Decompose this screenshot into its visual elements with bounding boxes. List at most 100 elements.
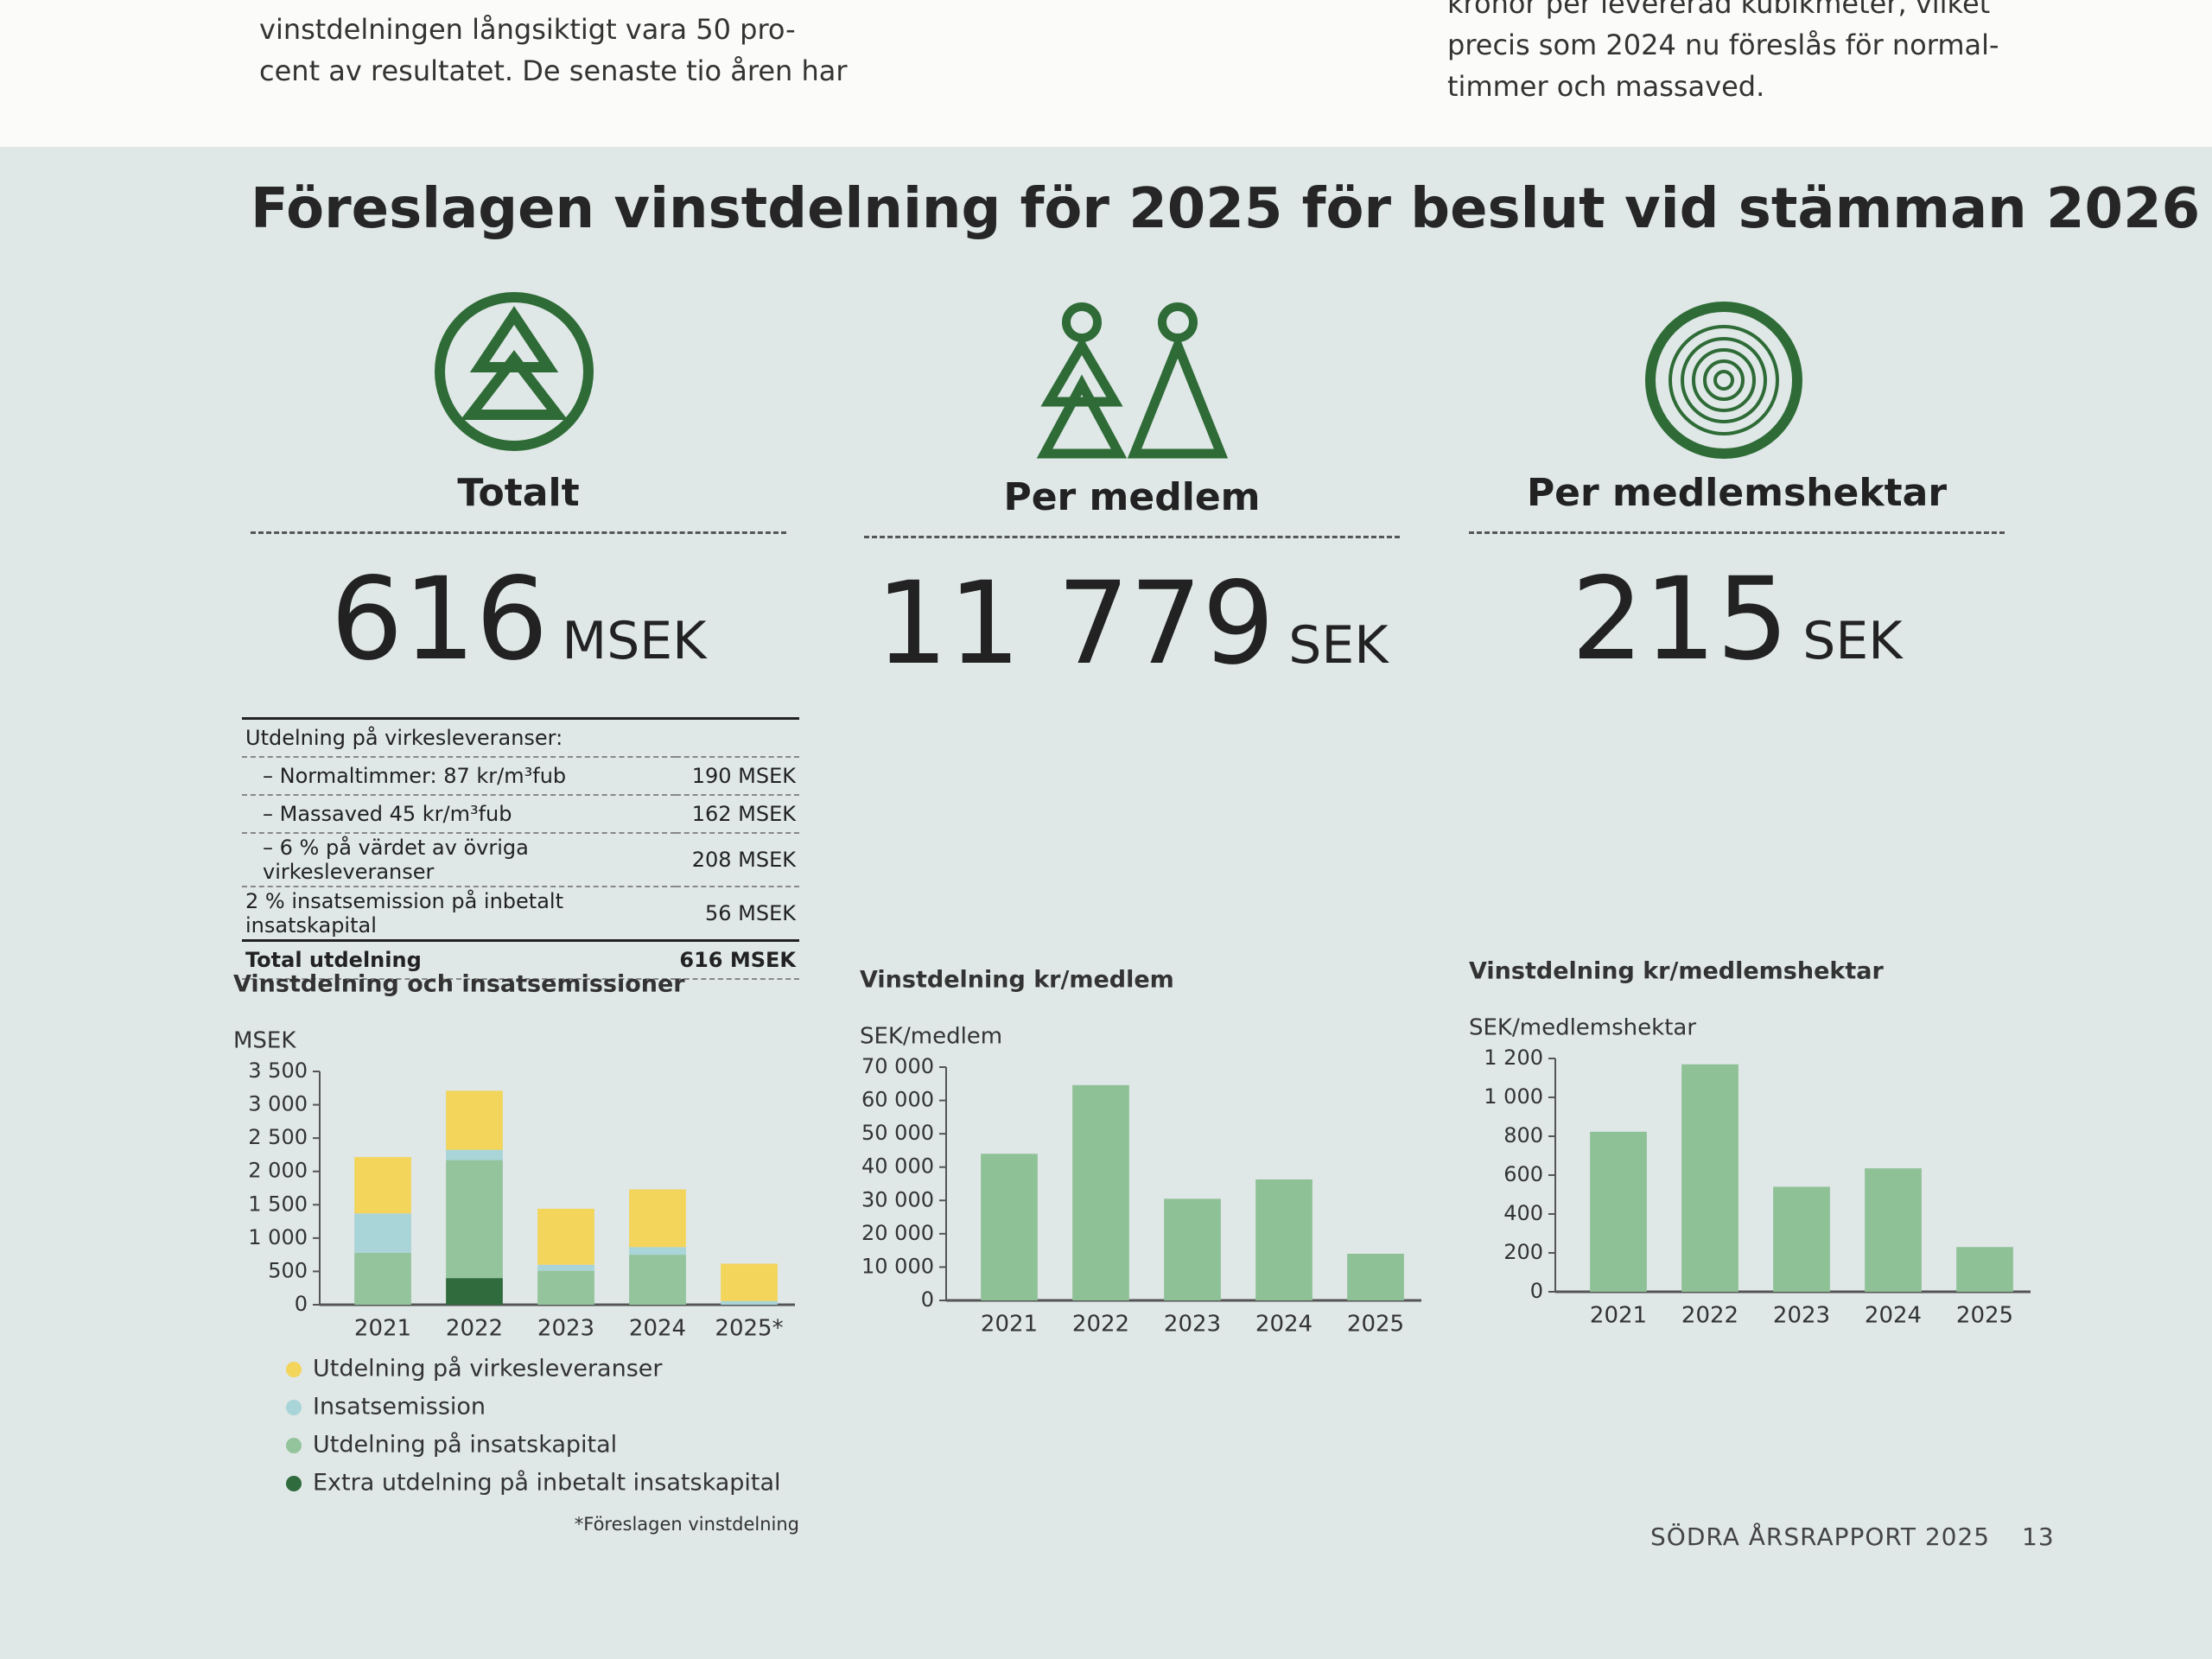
- y-tick-label: 30 000: [861, 1187, 934, 1211]
- bar-segment: [721, 1300, 778, 1305]
- bar-segment: [446, 1149, 503, 1160]
- y-tick-label: 0: [295, 1292, 308, 1316]
- x-tick-label: 2024: [629, 1316, 686, 1342]
- y-tick-label: 60 000: [861, 1088, 934, 1112]
- divider: [864, 536, 1400, 538]
- y-axis-label: MSEK: [233, 1028, 296, 1054]
- bar-segment: [721, 1263, 778, 1301]
- breakdown-table: Utdelning på virkesleveranser: – Normalt…: [242, 717, 799, 980]
- table-cell: 208 MSEK: [676, 833, 799, 887]
- x-tick-label: 2022: [1681, 1303, 1738, 1329]
- y-tick-label: 2 500: [248, 1125, 308, 1149]
- table-cell: 162 MSEK: [676, 795, 799, 834]
- left-column: vinstdelningen långsiktigt vara 50 pro- …: [259, 9, 848, 92]
- bar: [1956, 1247, 2013, 1292]
- chart-title: Vinstdelning och insatsemissioner: [233, 971, 685, 998]
- table-cell: – 6 % på värdet av övriga virkesleverans…: [242, 833, 677, 887]
- bar: [1590, 1131, 1647, 1292]
- y-tick-label: 3 000: [248, 1092, 308, 1116]
- top-text-area: vinstdelningen långsiktigt vara 50 pro- …: [0, 0, 2212, 147]
- y-tick-label: 0: [1530, 1279, 1543, 1303]
- y-tick-label: 600: [1503, 1162, 1543, 1186]
- y-axis-label: SEK/medlemshektar: [1469, 1015, 1696, 1041]
- legend-label: Insatsemission: [313, 1394, 486, 1421]
- y-tick-label: 200: [1503, 1240, 1543, 1264]
- x-tick-label: 2023: [1773, 1303, 1830, 1329]
- footer-page-number: 13: [2022, 1522, 2055, 1551]
- table-cell: 56 MSEK: [676, 887, 799, 942]
- bar-segment: [537, 1270, 594, 1305]
- text-line: kronor per levererad kubikmeter, vilket: [1447, 0, 1991, 20]
- right-column: kronor per levererad kubikmeter, vilket …: [1447, 0, 1999, 107]
- table-cell: 2 % insatsemission på inbetalt insatskap…: [242, 887, 677, 942]
- table-cell: Utdelning på virkesleveranser:: [242, 718, 799, 758]
- y-tick-label: 2 000: [248, 1159, 308, 1183]
- table-cell: 616 MSEK: [676, 939, 799, 980]
- chart-per-hectare: Vinstdelning kr/medlemshektar SEK/medlems…: [1469, 958, 2031, 1329]
- table-row: 2 % insatsemission på inbetalt insatskap…: [242, 887, 799, 942]
- x-tick-label: 2022: [1072, 1312, 1129, 1338]
- y-tick-label: 70 000: [861, 1054, 934, 1078]
- x-tick-label: 2022: [446, 1316, 503, 1342]
- bar: [1255, 1179, 1313, 1300]
- table-cell: – Normaltimmer: 87 kr/m³fub: [242, 757, 677, 796]
- stat-value: 616 MSEK: [242, 553, 795, 686]
- icon-log: [1645, 302, 1802, 459]
- stat-unit: MSEK: [562, 611, 707, 671]
- y-tick-label: 400: [1503, 1201, 1543, 1225]
- y-tick-label: 50 000: [861, 1121, 934, 1145]
- y-tick-label: 800: [1503, 1123, 1543, 1147]
- bar-segment: [446, 1160, 503, 1279]
- icon-members: [1036, 302, 1229, 459]
- y-tick-label: 1 500: [248, 1192, 308, 1216]
- stat-unit: SEK: [1802, 611, 1903, 671]
- chart-title: Vinstdelning kr/medlem: [860, 967, 1174, 994]
- text-line: vinstdelningen långsiktigt vara 50 pro-: [259, 13, 796, 46]
- y-tick-label: 10 000: [861, 1254, 934, 1278]
- stat-label: Totalt: [457, 471, 580, 515]
- legend-marker: [286, 1476, 302, 1491]
- bar-segment: [446, 1090, 503, 1150]
- page-title: Föreslagen vinstdelning för 2025 för bes…: [251, 177, 2201, 241]
- x-tick-label: 2021: [981, 1312, 1038, 1338]
- x-tick-label: 2025*: [715, 1316, 783, 1342]
- bar: [1072, 1084, 1129, 1300]
- y-tick-label: 20 000: [861, 1221, 934, 1245]
- legend-marker: [286, 1438, 302, 1453]
- bar: [1865, 1168, 1922, 1292]
- y-tick-label: 1 000: [1484, 1084, 1543, 1109]
- footnote: *Föreslagen vinstdelning: [575, 1514, 799, 1535]
- table-row: Total utdelning 616 MSEK: [242, 939, 799, 980]
- legend-label: Extra utdelning på inbetalt insatskapita…: [313, 1470, 781, 1497]
- legend-label: Utdelning på insatskapital: [313, 1432, 617, 1459]
- divider: [1469, 531, 2005, 534]
- footer-publication: SÖDRA ÅRSRAPPORT 2025: [1650, 1522, 1991, 1551]
- bar: [1347, 1254, 1404, 1300]
- x-tick-label: 2023: [537, 1316, 594, 1342]
- table-cell: – Massaved 45 kr/m³fub: [242, 795, 677, 834]
- table-cell: 190 MSEK: [676, 757, 799, 796]
- x-tick-label: 2024: [1255, 1312, 1313, 1338]
- stat-value: 11 779 SEK: [855, 557, 1408, 690]
- table-row: Utdelning på virkesleveranser:: [242, 718, 799, 758]
- y-tick-label: 1 000: [248, 1225, 308, 1249]
- table-row: – Massaved 45 kr/m³fub 162 MSEK: [242, 795, 799, 834]
- table-row: – Normaltimmer: 87 kr/m³fub 190 MSEK: [242, 757, 799, 796]
- y-tick-label: 40 000: [861, 1154, 934, 1179]
- stat-unit: SEK: [1288, 615, 1389, 676]
- bar: [981, 1154, 1038, 1300]
- y-tick-label: 500: [268, 1258, 308, 1282]
- x-tick-label: 2025: [1347, 1312, 1404, 1338]
- chart-per-member: Vinstdelning kr/medlem SEK/medlem 0 10 000 2…: [860, 967, 1421, 1338]
- x-tick-label: 2023: [1164, 1312, 1221, 1338]
- bar-segment: [354, 1157, 411, 1214]
- bar-segment: [354, 1252, 411, 1305]
- bar-segment: [629, 1189, 686, 1248]
- legend-marker: [286, 1400, 302, 1415]
- stat-label: Per medlem: [1003, 475, 1261, 519]
- bar-segment: [629, 1255, 686, 1305]
- y-tick-label: 0: [921, 1287, 934, 1312]
- x-tick-label: 2025: [1956, 1303, 2013, 1329]
- table-cell: Total utdelning: [242, 939, 677, 980]
